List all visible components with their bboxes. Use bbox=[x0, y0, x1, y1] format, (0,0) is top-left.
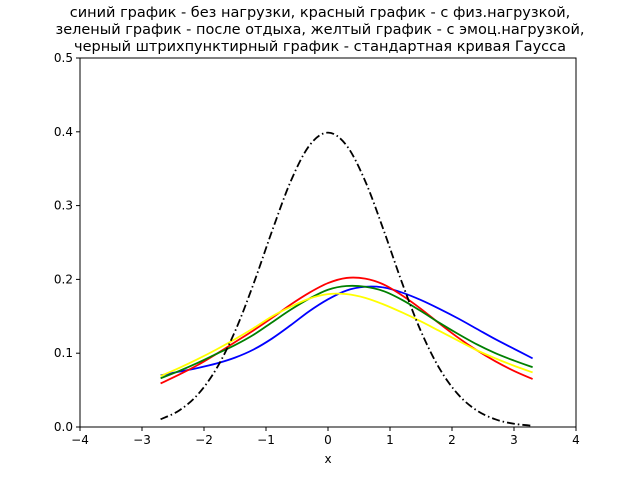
x-tick-label: 4 bbox=[572, 433, 580, 447]
x-tick-label: 0 bbox=[324, 433, 332, 447]
x-tick-label: −1 bbox=[257, 433, 275, 447]
y-tick-label: 0.0 bbox=[54, 420, 73, 434]
y-axis: 0.0 0.1 0.2 0.3 0.4 0.5 bbox=[54, 51, 80, 434]
chart-title: синий график - без нагрузки, красный гра… bbox=[55, 5, 584, 55]
series-line-1 bbox=[160, 285, 534, 377]
series-line-5 bbox=[160, 131, 533, 427]
y-tick-label: 0.4 bbox=[54, 125, 73, 139]
y-tick-label: 0.2 bbox=[54, 272, 73, 286]
x-tick-label: −4 bbox=[71, 433, 89, 447]
y-tick-label: 0.5 bbox=[54, 51, 73, 65]
title-line-3: черный штрихпунктирный график - стандарт… bbox=[74, 39, 566, 55]
series-layer bbox=[160, 131, 534, 427]
x-tick-label: 2 bbox=[448, 433, 456, 447]
plot-frame bbox=[79, 57, 577, 428]
x-tick-label: 1 bbox=[386, 433, 394, 447]
x-axis-label: x bbox=[324, 452, 331, 466]
x-tick-label: 3 bbox=[510, 433, 518, 447]
series-line-3 bbox=[160, 284, 533, 380]
title-line-1: синий график - без нагрузки, красный гра… bbox=[70, 5, 571, 21]
y-tick-label: 0.1 bbox=[54, 346, 73, 360]
y-tick-label: 0.3 bbox=[54, 199, 73, 213]
series-line-4 bbox=[160, 292, 533, 377]
title-line-2: зеленый график - после отдыха, желтый гр… bbox=[55, 22, 584, 38]
x-axis: −4 −3 −2 −1 0 1 2 3 4 bbox=[71, 427, 580, 447]
x-tick-label: −3 bbox=[133, 433, 151, 447]
x-tick-label: −2 bbox=[195, 433, 213, 447]
